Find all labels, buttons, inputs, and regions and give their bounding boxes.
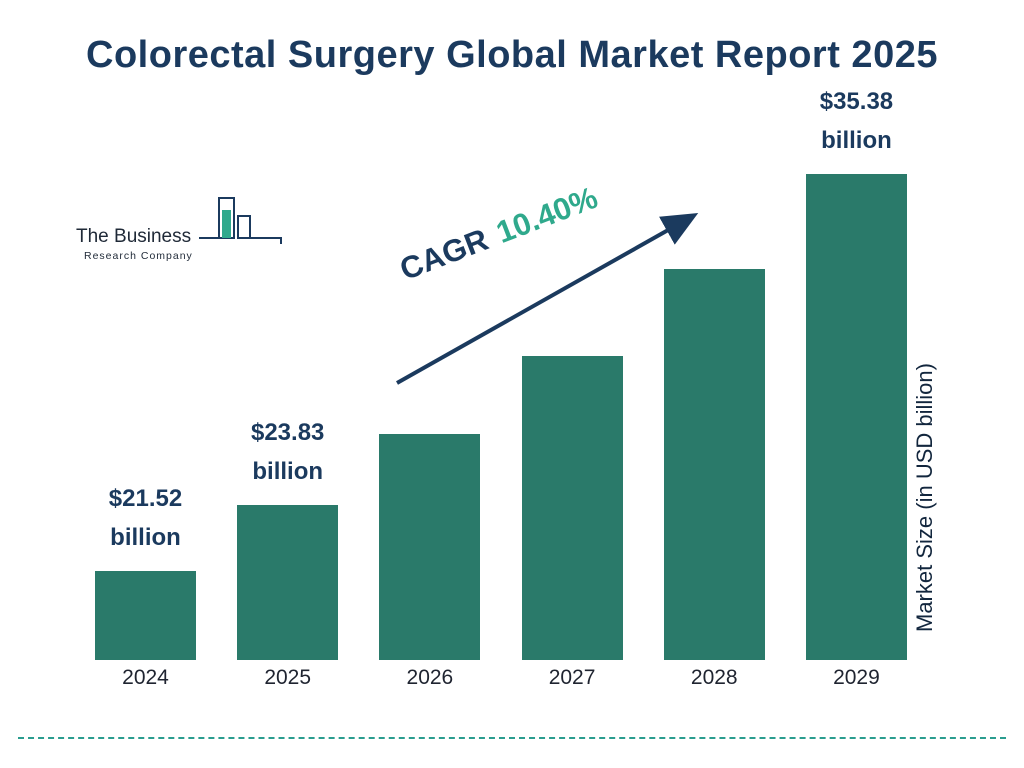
x-tick-label: 2028 [690, 666, 738, 689]
bar-plot: $21.52 billion $23.83 billion $35.38 billion [95, 80, 907, 660]
bar-column-2029: $35.38 billion [805, 83, 907, 660]
bottom-dashed-line [18, 737, 1006, 739]
bar-2027 [521, 356, 623, 660]
bar-value-label: $35.38 billion [819, 88, 894, 154]
bar-column-2028 [663, 269, 765, 660]
bar-column-2026 [379, 434, 481, 660]
bar-value-label: $23.83 billion [250, 419, 325, 485]
bar-column-2024: $21.52 billion [95, 480, 196, 660]
x-tick-label: 2026 [406, 666, 454, 689]
x-tick-label: 2025 [264, 666, 312, 689]
bar-2024 [95, 571, 196, 660]
x-tick-label: 2024 [122, 666, 169, 689]
bar-2028 [663, 269, 765, 660]
bar-value-label: $21.52 billion [108, 485, 183, 551]
bar-2029 [805, 174, 907, 660]
logo-text-line1: The Business [76, 226, 192, 247]
bar-2025 [237, 505, 339, 660]
bar-2026 [379, 434, 481, 660]
logo: The Business Research Company [76, 196, 291, 262]
x-axis-labels: 2024 2025 2026 2027 2028 2029 [95, 666, 907, 690]
bar-column-2027 [521, 356, 623, 660]
x-tick-label: 2029 [833, 666, 880, 689]
y-axis-label: Market Size (in USD billion) [912, 363, 937, 633]
x-tick-label: 2027 [548, 666, 596, 689]
page-title: Colorectal Surgery Global Market Report … [86, 34, 938, 76]
bar-column-2025: $23.83 billion [237, 414, 339, 660]
logo-text-line2: Research Company [84, 250, 193, 262]
logo-bars-icon [199, 197, 283, 244]
